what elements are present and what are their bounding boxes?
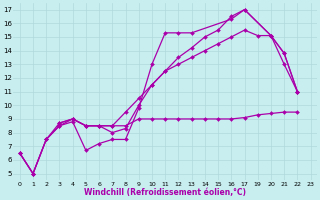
X-axis label: Windchill (Refroidissement éolien,°C): Windchill (Refroidissement éolien,°C) bbox=[84, 188, 246, 197]
